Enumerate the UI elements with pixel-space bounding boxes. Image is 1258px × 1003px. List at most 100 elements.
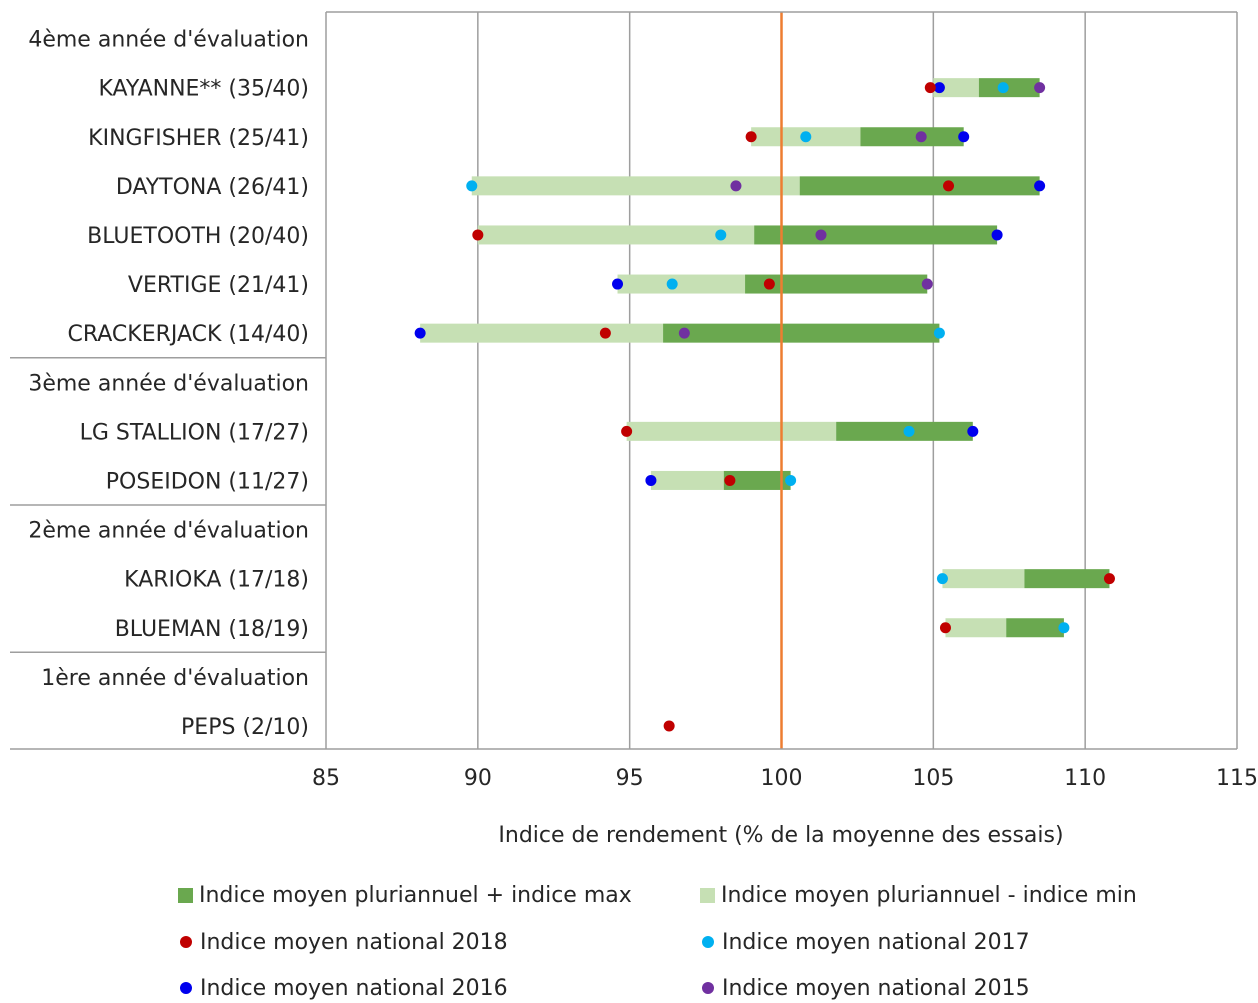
row-label: VERTIGE (21/41) <box>128 273 309 298</box>
group-header-label: 2ème année d'évaluation <box>28 519 309 544</box>
dot-n2018 <box>724 474 736 486</box>
row-label: POSEIDON (11/27) <box>106 469 309 494</box>
x-tick-label-110: 110 <box>1064 766 1106 791</box>
group-header-label: 1ère année d'évaluation <box>41 666 309 691</box>
legend-label-2017: Indice moyen national 2017 <box>722 929 1030 955</box>
dot-n2016 <box>612 278 624 290</box>
row-label: LG STALLION (17/27) <box>80 420 309 445</box>
x-tick-labels: 85 90 95 100 105 110 115 <box>312 766 1258 791</box>
legend-swatch-2016 <box>180 982 192 994</box>
row-label: KAYANNE** (35/40) <box>98 77 309 102</box>
dot-n2017 <box>997 82 1009 94</box>
legend-item-2015: Indice moyen national 2015 <box>702 973 1030 1003</box>
dot-n2015 <box>1034 82 1046 94</box>
dot-n2017 <box>785 474 797 486</box>
group-header-label: 3ème année d'évaluation <box>28 371 309 396</box>
dot-n2018 <box>472 229 484 241</box>
dot-n2018 <box>1103 573 1115 585</box>
chart-canvas: 4ème année d'évaluation KAYANNE** (35/40)… <box>10 11 1258 848</box>
bar-upper <box>1006 618 1064 638</box>
dot-n2016 <box>967 425 979 437</box>
dot-n2016 <box>958 131 970 143</box>
dot-n2018 <box>745 131 757 143</box>
legend-item-2016: Indice moyen national 2016 <box>180 973 508 1003</box>
x-tick-label-115: 115 <box>1216 766 1258 791</box>
dot-n2016 <box>1034 180 1046 192</box>
dot-n2016 <box>991 229 1003 241</box>
dot-n2018 <box>924 82 936 94</box>
legend-swatch-2018 <box>180 936 192 948</box>
legend-label-2016: Indice moyen national 2016 <box>200 975 508 1001</box>
row-label: DAYTONA (26/41) <box>116 175 309 200</box>
legend-item-2017: Indice moyen national 2017 <box>702 927 1030 957</box>
dot-n2015 <box>815 229 827 241</box>
dot-n2015 <box>915 131 927 143</box>
legend-item-lower: Indice moyen pluriannuel - indice min <box>700 880 1137 910</box>
bar-upper <box>860 127 964 147</box>
row-label: PEPS (2/10) <box>181 715 309 740</box>
legend-label-upper: Indice moyen pluriannuel + indice max <box>199 882 632 908</box>
row-label: KARIOKA (17/18) <box>124 568 309 593</box>
row-label: BLUEMAN (18/19) <box>115 617 309 642</box>
dot-n2018 <box>621 425 633 437</box>
legend-label-lower: Indice moyen pluriannuel - indice min <box>721 882 1137 908</box>
bar-lower <box>420 323 664 343</box>
bar-upper <box>1024 569 1110 589</box>
row-label: BLUETOOTH (20/40) <box>87 224 309 249</box>
row-label: CRACKERJACK (14/40) <box>67 322 309 347</box>
dot-n2017 <box>800 131 812 143</box>
dot-n2016 <box>414 327 426 339</box>
dot-n2015 <box>678 327 690 339</box>
bar-upper <box>663 323 940 343</box>
dot-n2018 <box>939 622 951 634</box>
bar-lower <box>650 470 724 490</box>
dot-n2017 <box>466 180 478 192</box>
dot-n2017 <box>666 278 678 290</box>
legend-label-2018: Indice moyen national 2018 <box>200 929 508 955</box>
x-tick-label-95: 95 <box>616 766 644 791</box>
legend-item-2018: Indice moyen national 2018 <box>180 927 508 957</box>
bar-upper <box>754 225 998 245</box>
x-tick-label-90: 90 <box>464 766 492 791</box>
x-tick-label-100: 100 <box>761 766 803 791</box>
dot-n2017 <box>1058 622 1070 634</box>
bar-upper <box>745 274 928 294</box>
x-tick-label-105: 105 <box>912 766 954 791</box>
dot-n2015 <box>921 278 933 290</box>
dot-n2018 <box>599 327 611 339</box>
bar-lower <box>626 421 837 441</box>
bar-lower <box>617 274 746 294</box>
x-tick-label-85: 85 <box>312 766 340 791</box>
bars <box>420 78 1110 638</box>
chart-frame <box>10 11 1237 750</box>
legend-swatch-upper <box>178 887 193 903</box>
dot-n2017 <box>933 327 945 339</box>
dot-n2016 <box>645 474 657 486</box>
bar-lower <box>933 78 979 98</box>
gridlines <box>477 12 1238 749</box>
legend-swatch-lower <box>700 887 715 903</box>
dot-n2017 <box>936 573 948 585</box>
bar-upper <box>799 176 1040 196</box>
bar-lower <box>477 225 755 245</box>
national-index-points <box>414 82 1115 732</box>
bar-lower <box>945 618 1007 638</box>
dot-n2017 <box>715 229 727 241</box>
bar-lower <box>471 176 800 196</box>
dot-n2018 <box>943 180 955 192</box>
group-header-label: 4ème année d'évaluation <box>28 28 309 53</box>
row-label: KINGFISHER (25/41) <box>88 126 309 151</box>
dot-n2018 <box>663 720 675 732</box>
legend: Indice moyen pluriannuel + indice max In… <box>0 876 1258 1003</box>
bar-upper <box>723 470 791 490</box>
row-labels: 4ème année d'évaluation KAYANNE** (35/40)… <box>28 28 309 740</box>
dot-n2015 <box>730 180 742 192</box>
legend-item-upper: Indice moyen pluriannuel + indice max <box>178 880 632 910</box>
bar-lower <box>942 569 1025 589</box>
bar-upper <box>978 78 1040 98</box>
dot-n2017 <box>903 425 915 437</box>
dot-n2016 <box>933 82 945 94</box>
dot-n2018 <box>763 278 775 290</box>
legend-swatch-2015 <box>702 982 714 994</box>
legend-swatch-2017 <box>702 936 714 948</box>
